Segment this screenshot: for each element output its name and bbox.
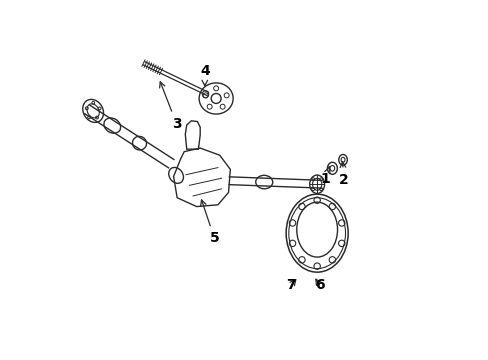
Text: 6: 6 (314, 278, 324, 292)
Text: 1: 1 (320, 166, 329, 186)
Text: 7: 7 (286, 278, 296, 292)
Text: 3: 3 (159, 82, 181, 131)
Text: 5: 5 (200, 200, 219, 245)
Text: 2: 2 (338, 162, 348, 186)
Text: 4: 4 (200, 64, 209, 86)
